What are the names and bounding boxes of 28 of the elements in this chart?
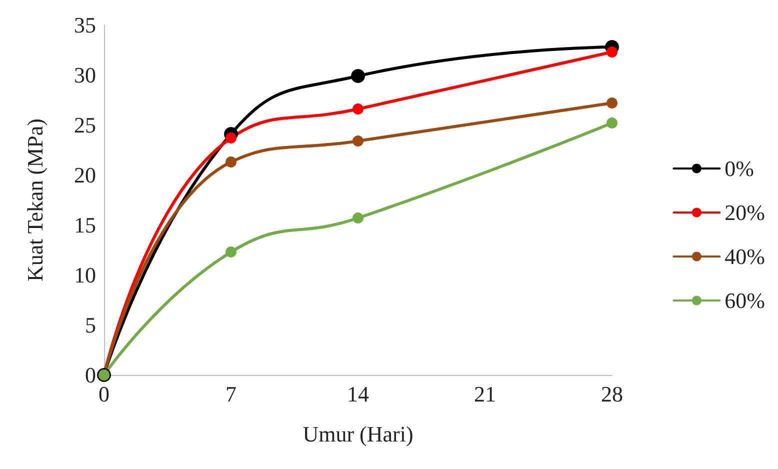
point — [606, 98, 618, 108]
y-tick-label: 15 — [74, 212, 96, 238]
x-tick-label: 21 — [474, 382, 496, 406]
legend-label: 40% — [724, 244, 765, 269]
y-tick-label: 5 — [85, 312, 96, 338]
point — [606, 46, 618, 58]
point — [226, 246, 236, 258]
x-tick-label: 14 — [347, 382, 369, 406]
legend-label: 0% — [724, 156, 754, 181]
y-tick-label: 30 — [74, 62, 96, 88]
point — [352, 104, 364, 114]
y-tick-label: 25 — [74, 112, 96, 138]
point — [352, 212, 364, 224]
x-tick-label: 7 — [226, 382, 236, 406]
point — [352, 136, 364, 146]
x-tick-label: 28 — [601, 382, 623, 406]
legend-label: 60% — [724, 288, 765, 313]
y-tick-label: 35 — [74, 12, 96, 38]
point — [351, 69, 365, 83]
y-tick-label: 20 — [74, 162, 96, 188]
x-axis-title: Umur (Hari) — [302, 422, 414, 446]
legend-label: 20% — [724, 200, 765, 225]
point — [606, 118, 618, 128]
point — [226, 156, 236, 168]
y-tick-label: 0 — [85, 362, 96, 388]
y-axis-title: Kuat Tekan (MPa) — [22, 118, 48, 282]
y-tick-label: 10 — [74, 262, 96, 288]
point — [226, 132, 236, 144]
